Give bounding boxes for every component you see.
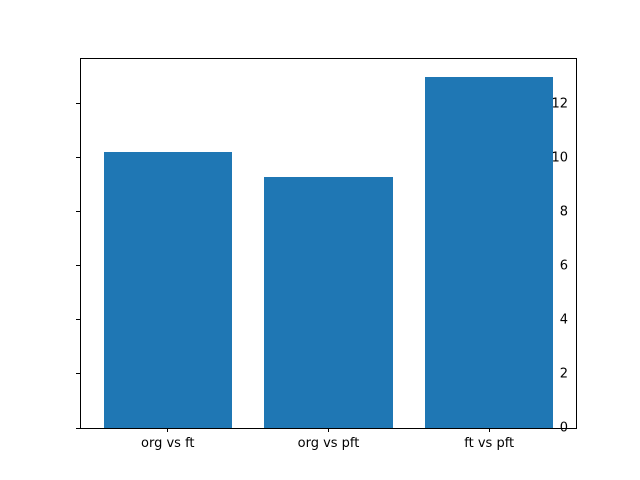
plot-area: 0 2 4 6 8 10 12 org vs ft org vs pft ft vs pft: [76, 58, 577, 451]
y-tick-mark: [76, 373, 80, 375]
y-tick-label: 2: [559, 366, 568, 382]
bar-org-vs-ft: [103, 152, 233, 428]
y-tick-mark: [76, 211, 80, 213]
y-tick-mark: [76, 427, 80, 429]
y-tick-label: 6: [559, 258, 568, 274]
y-tick-mark: [76, 157, 80, 159]
y-tick-label: 0: [559, 420, 568, 436]
bar-org-vs-pft: [264, 176, 393, 428]
y-tick-label: 4: [559, 312, 568, 328]
y-tick-label: 8: [559, 204, 568, 220]
x-tick-mark: [328, 428, 329, 432]
x-tick-mark: [167, 428, 169, 432]
x-tick-label: ft vs pft: [464, 436, 515, 451]
x-tick-label: org vs ft: [141, 436, 195, 451]
y-tick-label: 12: [551, 96, 568, 112]
y-tick-mark: [76, 319, 80, 321]
y-tick-mark: [76, 103, 80, 105]
x-tick-mark: [488, 428, 490, 432]
x-tick-label: org vs pft: [297, 436, 360, 451]
bar-ft-vs-pft: [424, 76, 554, 428]
y-tick-label: 10: [551, 150, 568, 166]
y-tick-mark: [76, 265, 80, 267]
